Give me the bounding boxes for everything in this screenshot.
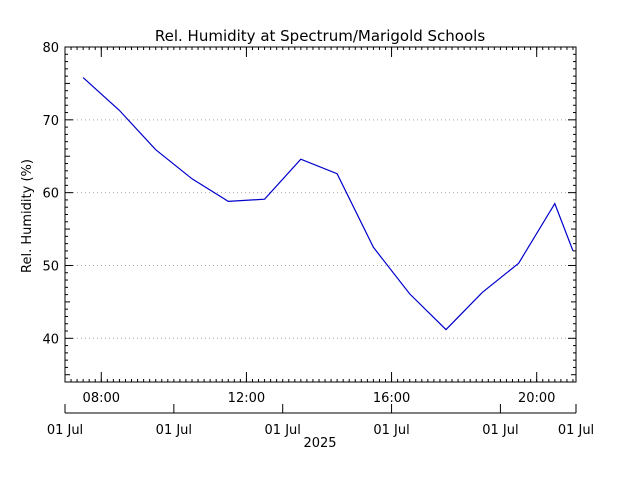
x-tick-label: 16:00: [373, 391, 410, 406]
humidity-series-line: [82, 77, 574, 331]
y-tick-label: 50: [42, 259, 59, 274]
x-axis-bottom: 01 Jul 01 Jul 01 Jul 01 Jul 01 Jul 01 Jul: [47, 404, 594, 438]
plot-frame: [64, 46, 577, 383]
y-tick-label: 40: [42, 332, 59, 347]
x-bottom-tick-label: 01 Jul: [558, 423, 594, 438]
x-bottom-tick-label: 01 Jul: [482, 423, 518, 438]
x-bottom-tick-label: 01 Jul: [156, 423, 192, 438]
grid-lines: [65, 119, 576, 339]
x-bottom-tick-label: 01 Jul: [47, 423, 83, 438]
x-tick-label: 08:00: [83, 391, 120, 406]
x-tick-label: 12:00: [228, 391, 265, 406]
chart-title: Rel. Humidity at Spectrum/Marigold Schoo…: [155, 27, 485, 45]
y-axis: 40 50 60 70 80: [42, 41, 576, 383]
y-tick-label: 80: [42, 41, 59, 56]
y-tick-label: 60: [42, 187, 59, 202]
x-bottom-tick-label: 01 Jul: [265, 423, 301, 438]
y-axis-label: Rel. Humidity (%): [20, 159, 35, 273]
x-axis-top: 08:00 12:00 16:00 20:00: [64, 47, 574, 406]
x-tick-label: 20:00: [518, 391, 555, 406]
x-axis-year-label: 2025: [303, 436, 336, 451]
y-tick-label: 70: [42, 114, 59, 129]
x-bottom-tick-label: 01 Jul: [373, 423, 409, 438]
